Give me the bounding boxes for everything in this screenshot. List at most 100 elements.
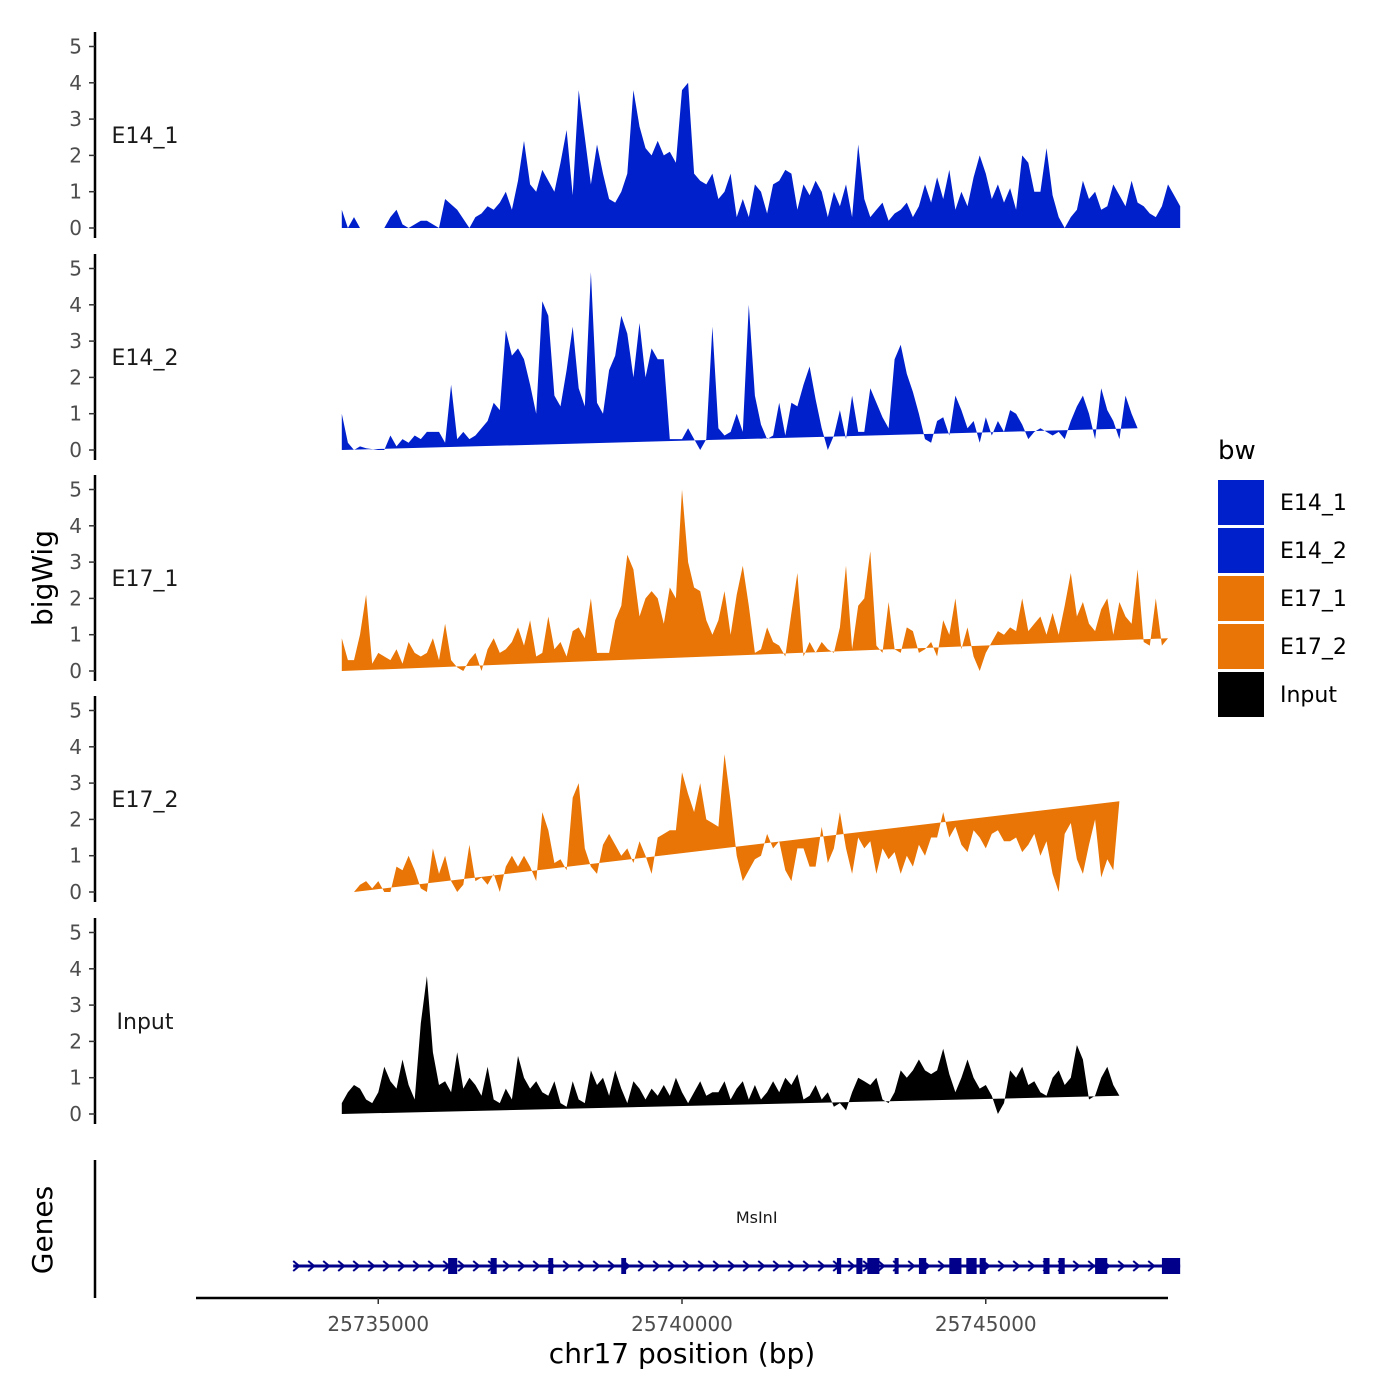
- x-axis: 25735000 25740000 25745000: [196, 1296, 1168, 1336]
- strand-arrow: [1027, 1260, 1036, 1272]
- strand-arrow: [382, 1260, 391, 1272]
- y-tick-label: 4: [69, 71, 82, 95]
- strand-arrow: [352, 1260, 361, 1272]
- legend-swatch: [1218, 624, 1264, 669]
- strand-arrow: [502, 1260, 511, 1272]
- y-tick-label: 1: [69, 1066, 82, 1090]
- legend-swatch: [1218, 528, 1264, 573]
- exon: [918, 1258, 927, 1274]
- y-tick-label: 2: [69, 807, 82, 831]
- strand-arrow: [472, 1260, 481, 1272]
- y-tick-label: 5: [69, 257, 82, 281]
- x-axis-title: chr17 position (bp): [549, 1337, 815, 1370]
- y-tick-label: 1: [69, 844, 82, 868]
- legend-swatch: [1218, 576, 1264, 621]
- legend-swatch: [1218, 672, 1264, 717]
- strand-arrow: [847, 1260, 856, 1272]
- y-tick-label: 2: [69, 586, 82, 610]
- legend-label: E14_1: [1280, 491, 1347, 516]
- y-tick-label: 0: [69, 216, 82, 240]
- strand-arrow: [292, 1260, 301, 1272]
- x-tick-label: 25740000: [631, 1312, 733, 1336]
- genes-axis-title: Genes: [26, 1186, 59, 1274]
- track-E14_2: 0 1 2 3 4 5 E14_2: [69, 254, 1138, 462]
- strand-arrow: [607, 1260, 616, 1272]
- strand-arrow: [322, 1260, 331, 1272]
- strand-arrow: [802, 1260, 811, 1272]
- coverage-area-E14_1: [341, 82, 1181, 228]
- genes-layer: MsInI: [93, 1160, 1181, 1298]
- track-label: E14_1: [112, 124, 179, 149]
- strand-arrow: [667, 1260, 676, 1272]
- y-tick-label: 1: [69, 402, 82, 426]
- y-tick-label: 4: [69, 514, 82, 538]
- exon: [979, 1258, 986, 1274]
- strand-arrow: [412, 1260, 421, 1272]
- y-axis-title: bigWig: [26, 530, 59, 626]
- strand-arrow: [1117, 1260, 1126, 1272]
- track-E17_1: 0 1 2 3 4 5 E17_1: [69, 475, 1168, 683]
- strand-arrow: [562, 1260, 571, 1272]
- strand-arrow: [637, 1260, 646, 1272]
- strand-arrow: [697, 1260, 706, 1272]
- strand-arrow: [907, 1260, 916, 1272]
- strand-arrow: [577, 1260, 586, 1272]
- strand-arrow: [787, 1260, 796, 1272]
- coverage-area-Input: [341, 976, 1120, 1114]
- strand-arrow: [307, 1260, 316, 1272]
- strand-arrow: [1132, 1260, 1141, 1272]
- legend-label: E17_2: [1280, 635, 1347, 660]
- exon: [448, 1258, 458, 1274]
- y-tick-label: 2: [69, 365, 82, 389]
- strand-arrow: [997, 1260, 1006, 1272]
- strand-arrow: [1147, 1260, 1156, 1272]
- y-tick-label: 4: [69, 735, 82, 759]
- y-tick-label: 0: [69, 1102, 82, 1126]
- y-tick-label: 3: [69, 329, 82, 353]
- y-tick-label: 3: [69, 993, 82, 1017]
- strand-arrow: [367, 1260, 376, 1272]
- strand-arrow: [1072, 1260, 1081, 1272]
- strand-arrow: [532, 1260, 541, 1272]
- y-tick-label: 4: [69, 293, 82, 317]
- coverage-area-E17_1: [341, 489, 1168, 671]
- y-tick-label: 5: [69, 35, 82, 59]
- legend-title: bw: [1218, 436, 1256, 466]
- exon: [548, 1258, 554, 1274]
- strand-arrow: [727, 1260, 736, 1272]
- strand-arrow: [1087, 1260, 1096, 1272]
- tracks-layer: 0 1 2 3 4 5 E14_1 0 1 2 3 4 5 E14_2 0 1 2 3 4 5 E17_1 0 1 2 3 4 5 E…: [69, 32, 1181, 1126]
- strand-arrow: [592, 1260, 601, 1272]
- y-tick-label: 0: [69, 880, 82, 904]
- y-tick-label: 2: [69, 143, 82, 167]
- strand-arrow: [682, 1260, 691, 1272]
- exon: [966, 1258, 977, 1274]
- gene-label: MsInI: [736, 1208, 778, 1227]
- legend-entry-E14_1: E14_1: [1218, 480, 1347, 525]
- strand-arrow: [757, 1260, 766, 1272]
- coverage-area-E17_2: [354, 754, 1120, 892]
- strand-arrow: [937, 1260, 946, 1272]
- exon: [856, 1258, 863, 1274]
- exon: [1161, 1258, 1181, 1274]
- strand-arrow: [517, 1260, 526, 1272]
- track-E14_1: 0 1 2 3 4 5 E14_1: [69, 32, 1181, 240]
- legend: E14_1 E14_2 E17_1 E17_2 Input: [1218, 480, 1347, 717]
- exon: [867, 1258, 880, 1274]
- legend-label: E17_1: [1280, 587, 1347, 612]
- track-label: E17_1: [112, 567, 179, 592]
- legend-label: Input: [1280, 683, 1337, 708]
- y-tick-label: 1: [69, 623, 82, 647]
- strand-arrow: [397, 1260, 406, 1272]
- legend-swatch: [1218, 480, 1264, 525]
- y-tick-label: 3: [69, 550, 82, 574]
- strand-arrow: [712, 1260, 721, 1272]
- y-tick-label: 4: [69, 957, 82, 981]
- exon: [1058, 1258, 1065, 1274]
- exon: [1095, 1258, 1108, 1274]
- coverage-area-E14_2: [341, 272, 1138, 450]
- y-tick-label: 5: [69, 478, 82, 502]
- track-E17_2: 0 1 2 3 4 5 E17_2: [69, 696, 1120, 904]
- legend-entry-E17_1: E17_1: [1218, 576, 1347, 621]
- x-tick-label: 25735000: [327, 1312, 429, 1336]
